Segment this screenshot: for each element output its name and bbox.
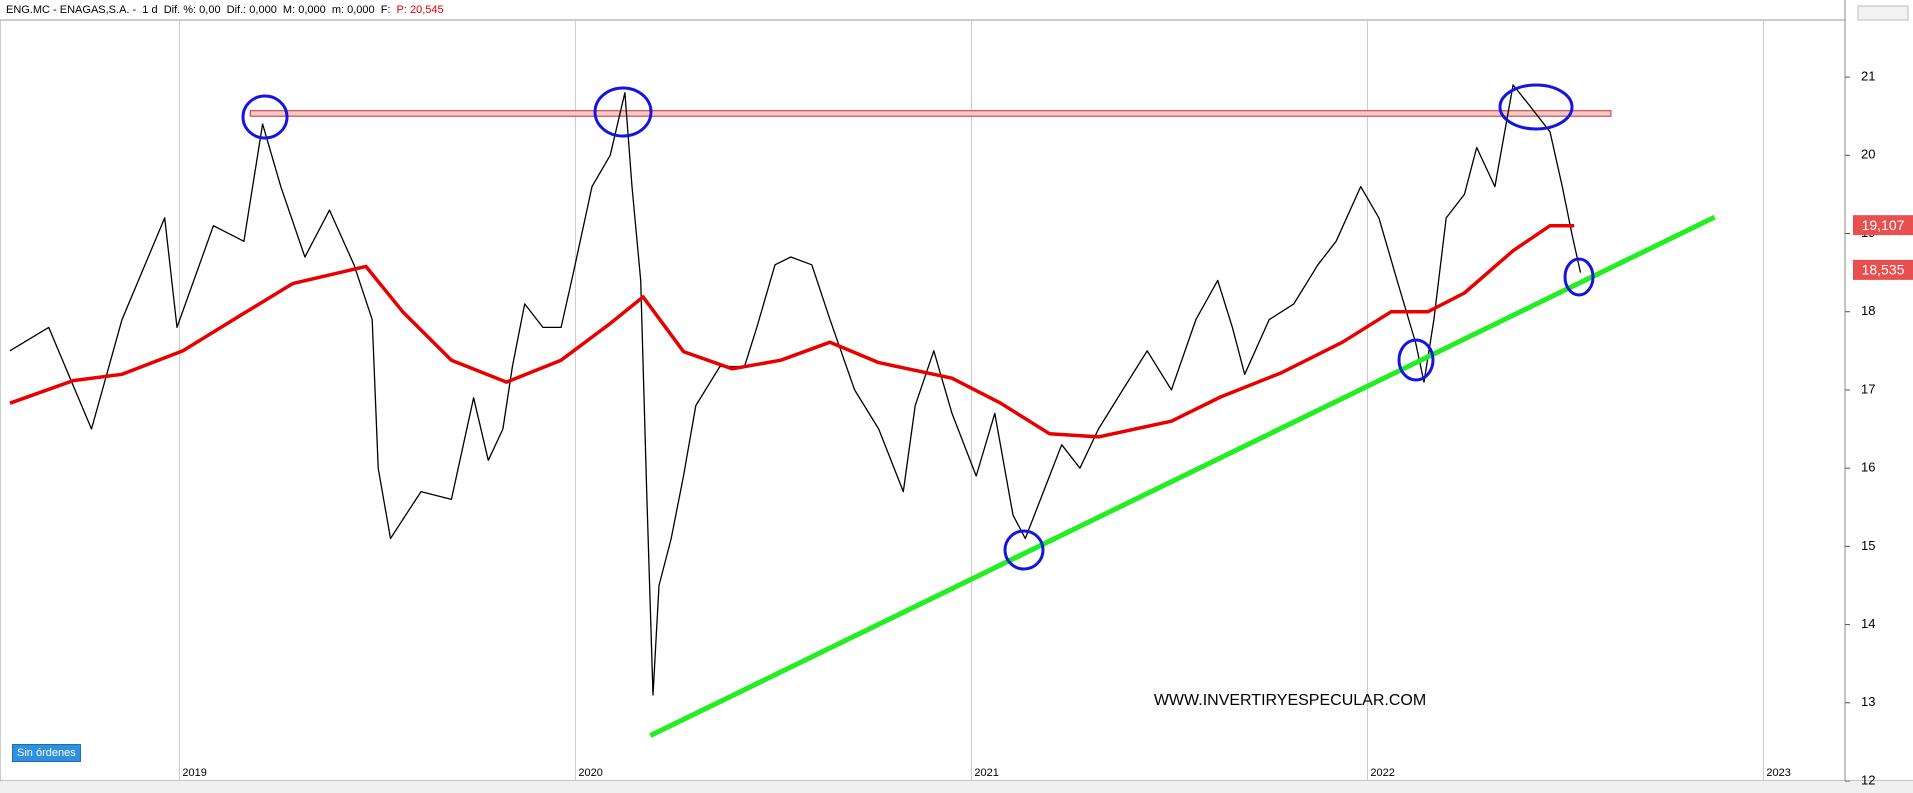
trend-line <box>649 214 1716 738</box>
x-tick-label: 2019 <box>182 767 206 779</box>
price-label: 19,107 <box>1862 217 1905 233</box>
price-label-box <box>1853 259 1913 280</box>
y-tick-label: 17 <box>1861 381 1875 396</box>
y-tick-label: 21 <box>1861 69 1875 84</box>
annotation-circle <box>593 86 653 138</box>
price-label: 18,535 <box>1862 262 1905 278</box>
price-label-box <box>1853 215 1913 236</box>
x-tick-label: 2023 <box>1766 767 1790 779</box>
last-price: P: 20,545 <box>396 4 444 16</box>
annotation-circle <box>1397 338 1435 382</box>
plot-frame <box>0 19 1846 782</box>
x-tick-label: 2021 <box>974 767 998 779</box>
resistance-band <box>249 110 1612 117</box>
y-tick-label: 12 <box>1861 772 1875 787</box>
annotation-circle <box>1563 257 1595 297</box>
y-tick-label: 15 <box>1861 538 1875 553</box>
x-tick-label: 2022 <box>1370 767 1394 779</box>
y-tick-label: 13 <box>1861 694 1875 709</box>
moving-average <box>9 223 1575 439</box>
x-tick-label: 2020 <box>578 767 602 779</box>
window-controls[interactable] <box>1857 5 1909 21</box>
orders-button[interactable]: Sin órdenes <box>12 744 81 762</box>
header: ENG.MC - ENAGAS,S.A. - 1 d Dif. %: 0,00 … <box>0 0 1845 20</box>
y-tick-label: 16 <box>1861 460 1875 475</box>
y-tick-label: 20 <box>1861 147 1875 162</box>
annotation-circle <box>1003 529 1045 571</box>
price-line <box>9 84 1582 696</box>
watermark: WWW.INVERTIRYESPECULAR.COM <box>1154 692 1426 709</box>
annotation-circle <box>241 94 289 140</box>
annotation-circle <box>1498 83 1574 131</box>
y-tick-label: 18 <box>1861 303 1875 318</box>
x-axis-strip <box>0 781 1913 793</box>
y-tick-label: 14 <box>1861 616 1875 631</box>
symbol-info: ENG.MC - ENAGAS,S.A. - 1 d Dif. %: 0,00 … <box>6 4 391 16</box>
